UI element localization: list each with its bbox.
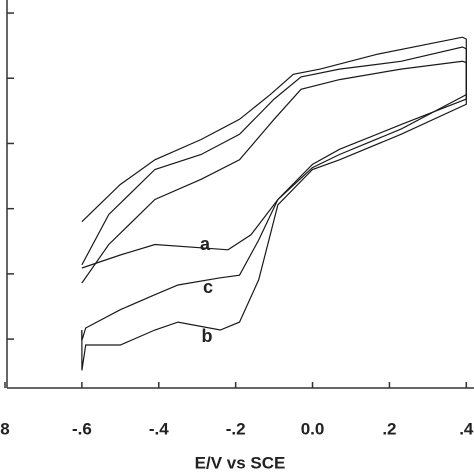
x-tick-label: 0.0 [301,419,325,438]
x-tick-label: -.4 [149,419,169,438]
curve-label: a [200,234,211,254]
cv-curve [81,60,467,371]
curve-label: b [202,326,213,346]
x-axis-label: E/V vs SCE [195,453,286,472]
x-tick-label: .4 [459,419,474,438]
x-tick-label: -.6 [72,419,92,438]
cv-curve [81,36,467,269]
x-tick-label: -.2 [226,419,246,438]
curve-label: c [203,277,213,297]
x-tick-label: 8 [0,419,9,438]
cv-curve [81,46,467,341]
x-tick-label: .2 [382,419,396,438]
